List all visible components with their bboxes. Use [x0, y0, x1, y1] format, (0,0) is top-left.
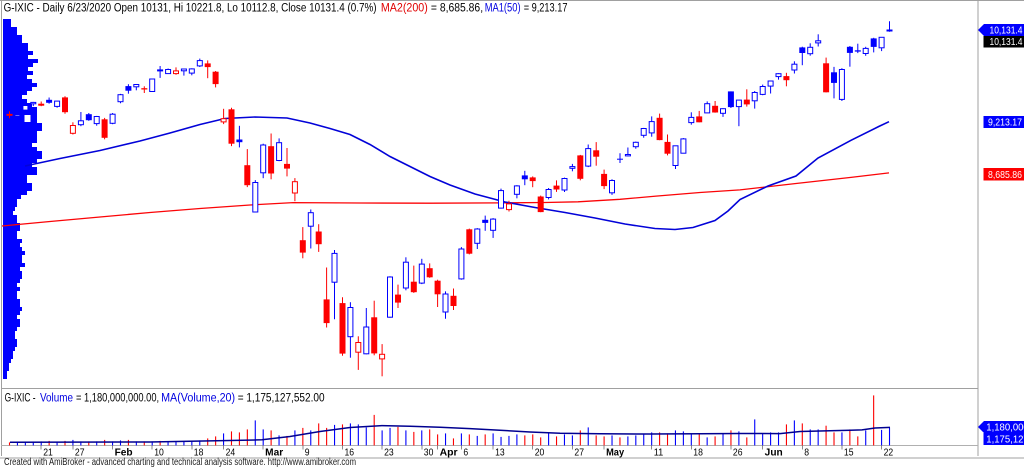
svg-text:8,685.86: 8,685.86 [988, 169, 1022, 181]
svg-text:20: 20 [535, 448, 545, 459]
svg-text:24: 24 [226, 448, 236, 459]
svg-text:11: 11 [654, 448, 664, 459]
svg-text:Created with AmiBroker - advan: Created with AmiBroker - advanced charti… [4, 457, 356, 467]
svg-text:10: 10 [154, 448, 164, 459]
svg-text:MA(Volume,20): MA(Volume,20) [161, 393, 235, 405]
svg-text:13: 13 [495, 448, 505, 459]
svg-text:27: 27 [574, 448, 584, 459]
svg-text:6: 6 [463, 448, 468, 459]
svg-text:1,180,000,000: 1,180,000,000 [986, 422, 1024, 434]
svg-text:9: 9 [305, 448, 310, 459]
svg-text:21: 21 [43, 448, 53, 459]
svg-text:8: 8 [804, 448, 809, 459]
svg-text:= 1,180,000,000.00,: = 1,180,000,000.00, [76, 393, 159, 405]
svg-text:MA2(200): MA2(200) [381, 3, 428, 15]
svg-text:18: 18 [693, 448, 703, 459]
svg-text:G-IXIC -: G-IXIC - [5, 393, 36, 405]
svg-text:MA1(50): MA1(50) [485, 3, 521, 15]
svg-text:23: 23 [384, 448, 394, 459]
svg-text:Feb: Feb [115, 448, 133, 459]
svg-text:Mar: Mar [265, 448, 283, 459]
svg-text:10,131.4: 10,131.4 [990, 36, 1023, 48]
svg-text:= 9,213.17: = 9,213.17 [524, 3, 568, 15]
svg-text:10,131.4: 10,131.4 [990, 25, 1023, 37]
svg-text:18: 18 [194, 448, 204, 459]
svg-text:May: May [606, 448, 625, 459]
svg-text:Volume: Volume [40, 393, 73, 405]
svg-text:26: 26 [733, 448, 743, 459]
svg-text:Apr: Apr [440, 448, 458, 459]
svg-text:15: 15 [844, 448, 854, 459]
svg-text:30: 30 [424, 448, 434, 459]
svg-text:27: 27 [75, 448, 85, 459]
svg-text:16: 16 [345, 448, 355, 459]
svg-text:22: 22 [884, 448, 894, 459]
svg-text:9,213.17: 9,213.17 [988, 117, 1022, 129]
svg-text:= 1,175,127,552.00: = 1,175,127,552.00 [238, 393, 325, 405]
svg-text:Jun: Jun [765, 448, 783, 459]
svg-text:G-IXIC - Daily 6/23/2020 Open: G-IXIC - Daily 6/23/2020 Open 10131, Hi … [4, 3, 377, 15]
svg-text:= 8,685.86,: = 8,685.86, [431, 3, 483, 15]
svg-text:1,175,127,552: 1,175,127,552 [986, 434, 1024, 446]
